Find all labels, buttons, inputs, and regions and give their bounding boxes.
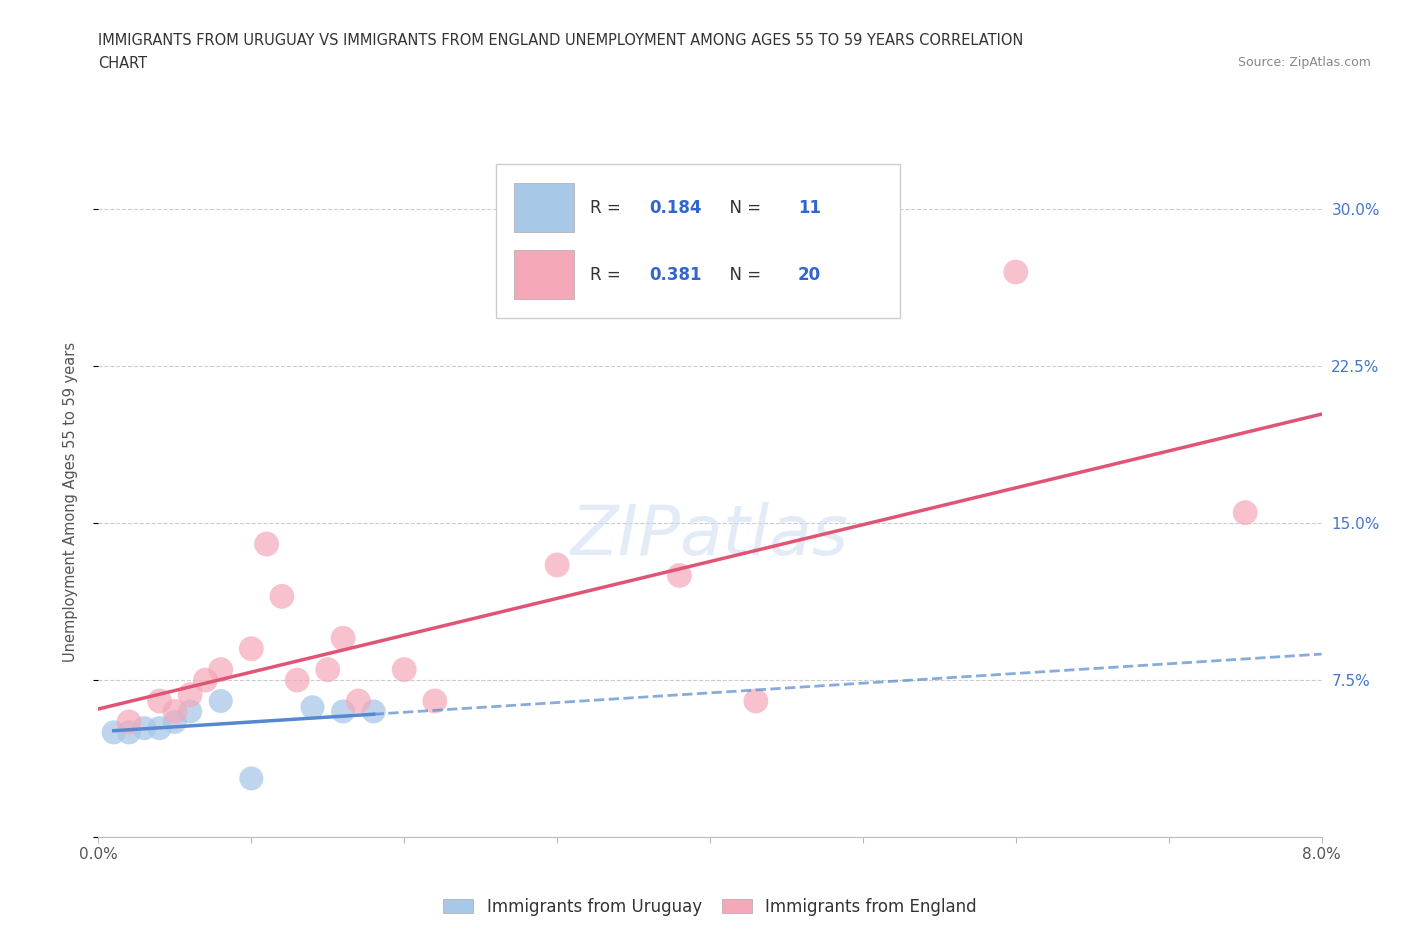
Legend: Immigrants from Uruguay, Immigrants from England: Immigrants from Uruguay, Immigrants from…: [437, 891, 983, 923]
Point: [103, 725, 125, 740]
Point: [316, 662, 339, 677]
Text: 0.184: 0.184: [650, 199, 702, 217]
FancyBboxPatch shape: [515, 183, 574, 232]
Point: [209, 662, 232, 677]
Point: [149, 694, 172, 709]
Point: [240, 771, 263, 786]
Point: [745, 694, 768, 709]
Point: [179, 687, 201, 702]
Text: CHART: CHART: [98, 56, 148, 71]
Text: N =: N =: [718, 199, 766, 217]
Text: Source: ZipAtlas.com: Source: ZipAtlas.com: [1237, 56, 1371, 69]
Point: [301, 700, 323, 715]
FancyBboxPatch shape: [496, 164, 900, 318]
Point: [546, 558, 568, 573]
Point: [363, 704, 385, 719]
Text: R =: R =: [591, 199, 626, 217]
Point: [1234, 505, 1257, 520]
Point: [668, 568, 690, 583]
Point: [285, 672, 308, 687]
Point: [256, 537, 278, 551]
Point: [240, 642, 263, 657]
Point: [163, 714, 186, 729]
Point: [332, 704, 354, 719]
Point: [332, 631, 354, 645]
Point: [149, 721, 172, 736]
Text: IMMIGRANTS FROM URUGUAY VS IMMIGRANTS FROM ENGLAND UNEMPLOYMENT AMONG AGES 55 TO: IMMIGRANTS FROM URUGUAY VS IMMIGRANTS FR…: [98, 33, 1024, 47]
Y-axis label: Unemployment Among Ages 55 to 59 years: Unemployment Among Ages 55 to 59 years: [63, 342, 77, 662]
Point: [194, 672, 217, 687]
Point: [118, 714, 141, 729]
Text: ZIPatlas: ZIPatlas: [571, 502, 849, 569]
Point: [118, 725, 141, 740]
Text: 20: 20: [799, 266, 821, 284]
Point: [163, 704, 186, 719]
Point: [179, 704, 201, 719]
FancyBboxPatch shape: [515, 250, 574, 299]
Text: N =: N =: [718, 266, 766, 284]
Point: [209, 694, 232, 709]
Text: 11: 11: [799, 199, 821, 217]
Point: [423, 694, 446, 709]
Point: [347, 694, 370, 709]
Point: [134, 721, 156, 736]
Text: 0.381: 0.381: [650, 266, 702, 284]
Point: [270, 589, 294, 604]
Text: R =: R =: [591, 266, 626, 284]
Point: [392, 662, 416, 677]
Point: [1004, 265, 1026, 280]
